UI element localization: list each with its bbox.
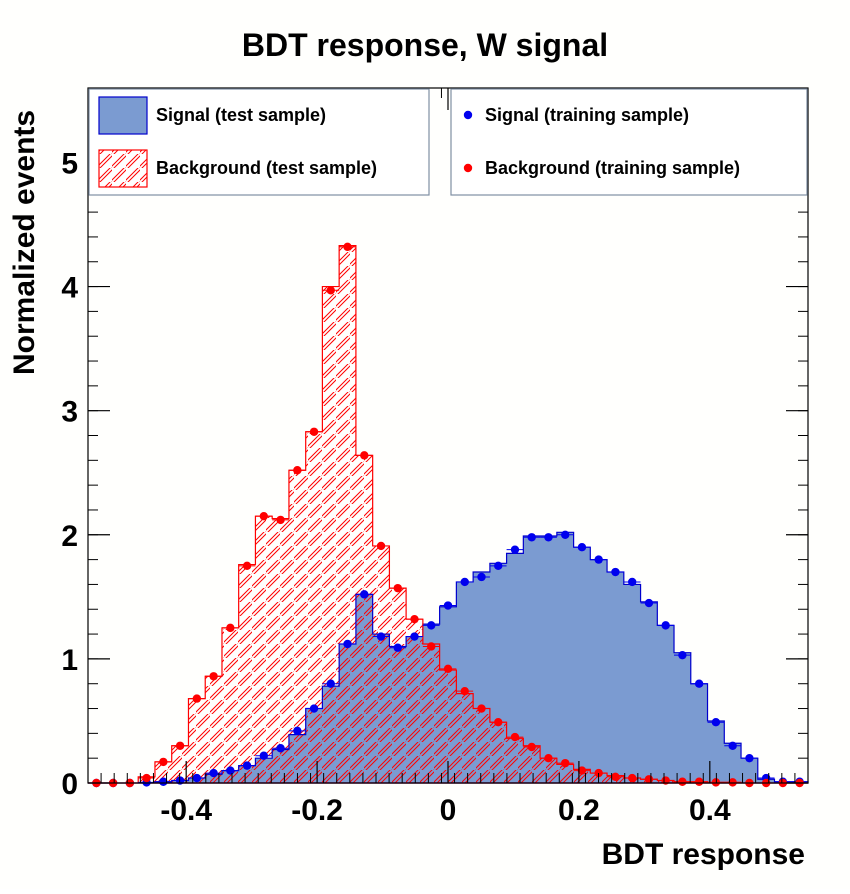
background-training-point-3 bbox=[142, 773, 151, 783]
signal-training-point-34 bbox=[661, 621, 670, 630]
plot-area bbox=[88, 242, 809, 788]
signal-training-point-31 bbox=[611, 567, 620, 577]
legend-swatch-background-test bbox=[98, 149, 148, 188]
background-training-point-9 bbox=[242, 561, 252, 571]
background-test-histogram-hatch bbox=[88, 245, 808, 783]
signal-test-histogram-fill bbox=[88, 532, 808, 783]
x-tick-label: 0.4 bbox=[689, 794, 731, 827]
signal-training-point-35 bbox=[678, 650, 687, 660]
background-training-point-15 bbox=[343, 242, 352, 252]
signal-training-point-17 bbox=[376, 632, 386, 641]
signal-training-point-12 bbox=[293, 726, 302, 736]
signal-training-point-36 bbox=[694, 679, 704, 688]
background-training-point-29 bbox=[577, 766, 587, 775]
background-training-point-35 bbox=[678, 777, 687, 786]
y-tick-label: 1 bbox=[61, 644, 78, 677]
legend: Signal (test sample) Background (test sam… bbox=[88, 88, 808, 196]
signal-training-point-30 bbox=[594, 555, 603, 564]
legend-box-training bbox=[450, 88, 808, 196]
signal-training-point-38 bbox=[728, 741, 737, 750]
signal-training-point-37 bbox=[711, 717, 721, 727]
legend-swatch-signal-training bbox=[463, 110, 473, 120]
y-tick-label: 4 bbox=[61, 272, 78, 305]
signal-training-point-21 bbox=[443, 601, 453, 610]
signal-training-point-11 bbox=[276, 744, 285, 753]
signal-training-point-33 bbox=[644, 598, 654, 608]
background-training-point-17 bbox=[376, 541, 386, 551]
signal-training-point-39 bbox=[745, 753, 754, 763]
y-tick-label: 2 bbox=[61, 520, 78, 553]
background-training-point-13 bbox=[309, 427, 319, 436]
background-training-point-5 bbox=[175, 741, 185, 750]
background-training-point-10 bbox=[259, 511, 269, 521]
signal-training-point-20 bbox=[427, 621, 436, 630]
x-tick-label: -0.2 bbox=[291, 794, 343, 827]
background-training-point-31 bbox=[611, 772, 620, 781]
background-training-point-22 bbox=[460, 686, 469, 696]
signal-training-point-27 bbox=[544, 533, 553, 542]
background-training-point-21 bbox=[443, 664, 453, 674]
signal-training-point-7 bbox=[209, 768, 218, 778]
signal-training-point-23 bbox=[477, 572, 486, 582]
y-tick-label: 3 bbox=[61, 396, 78, 429]
signal-training-point-13 bbox=[309, 704, 319, 713]
signal-training-point-10 bbox=[259, 751, 269, 760]
signal-training-point-24 bbox=[494, 561, 503, 571]
background-training-point-26 bbox=[527, 742, 536, 752]
background-training-point-7 bbox=[209, 672, 218, 681]
background-training-point-32 bbox=[627, 773, 637, 783]
legend-swatch-background-training bbox=[463, 163, 473, 173]
y-tick-label: 0 bbox=[61, 768, 78, 801]
background-training-point-27 bbox=[544, 753, 553, 763]
signal-training-point-14 bbox=[326, 679, 335, 688]
signal-training-point-28 bbox=[561, 530, 570, 539]
signal-training-point-18 bbox=[393, 643, 402, 652]
background-training-point-19 bbox=[410, 614, 419, 624]
background-training-point-4 bbox=[159, 757, 168, 767]
background-training-point-33 bbox=[644, 775, 654, 784]
legend-label-signal-test: Signal (test sample) bbox=[156, 105, 326, 125]
x-tick-label: 0.2 bbox=[558, 794, 600, 827]
signal-training-point-8 bbox=[226, 766, 235, 775]
axes: -0.4 -0.2 0 0.2 0.4 0 1 2 3 4 5 bbox=[61, 87, 809, 827]
background-training-point-12 bbox=[293, 466, 302, 475]
legend-label-background-training: Background (training sample) bbox=[485, 158, 740, 178]
background-training-point-20 bbox=[427, 642, 436, 651]
signal-training-point-16 bbox=[360, 590, 369, 599]
background-training-point-38 bbox=[728, 778, 737, 787]
legend-label-signal-training: Signal (training sample) bbox=[485, 105, 689, 125]
signal-training-point-29 bbox=[577, 542, 587, 552]
background-training-point-18 bbox=[393, 583, 402, 593]
background-training-point-14 bbox=[326, 286, 335, 295]
signal-training-point-22 bbox=[460, 577, 469, 587]
x-axis-label: BDT response bbox=[602, 838, 805, 871]
signal-training-point-26 bbox=[527, 533, 536, 542]
background-training-point-36 bbox=[694, 777, 704, 786]
legend-swatch-signal-test bbox=[98, 96, 148, 135]
signal-training-point-19 bbox=[410, 632, 419, 641]
background-training-point-23 bbox=[477, 704, 486, 713]
background-training-point-25 bbox=[510, 732, 520, 742]
signal-training-point-15 bbox=[343, 639, 352, 649]
x-tick-label: 0 bbox=[440, 794, 457, 827]
background-training-point-16 bbox=[360, 451, 369, 460]
background-training-point-11 bbox=[276, 515, 285, 525]
background-training-point-24 bbox=[494, 717, 503, 727]
signal-training-point-32 bbox=[627, 577, 637, 587]
signal-training-point-25 bbox=[510, 545, 520, 554]
chart-title: BDT response, W signal bbox=[242, 27, 608, 63]
x-tick-label: -0.4 bbox=[160, 794, 212, 827]
legend-label-background-test: Background (test sample) bbox=[156, 158, 377, 178]
signal-training-point-4 bbox=[159, 777, 168, 786]
y-axis-label: Normalized events bbox=[8, 110, 41, 375]
background-training-point-28 bbox=[561, 758, 570, 768]
signal-training-point-9 bbox=[242, 761, 252, 770]
background-training-point-6 bbox=[192, 694, 202, 703]
y-tick-label: 5 bbox=[61, 147, 78, 180]
signal-training-point-6 bbox=[192, 773, 202, 783]
background-training-point-8 bbox=[226, 623, 235, 633]
